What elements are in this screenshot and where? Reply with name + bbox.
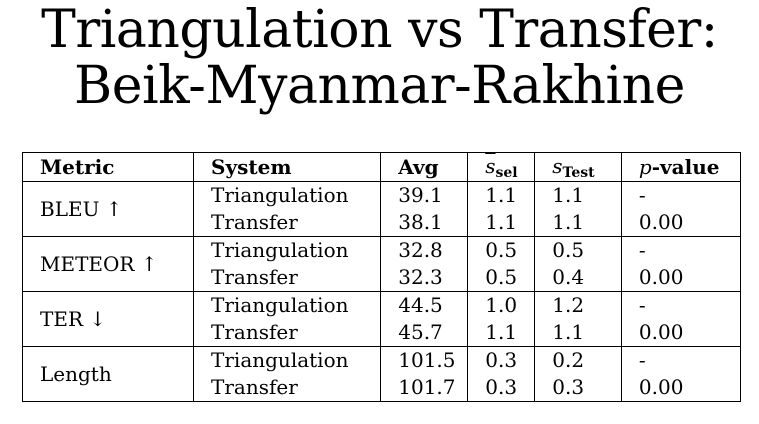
p-value-cell: - bbox=[620, 181, 742, 209]
title-line-2: Beik-Myanmar-Rakhine bbox=[74, 56, 685, 116]
avg-cell: 39.1 bbox=[380, 181, 469, 209]
metric-cell: Length bbox=[21, 346, 195, 402]
p-value-cell: 0.00 bbox=[620, 319, 742, 347]
system-cell: Triangulation bbox=[193, 181, 382, 209]
p-value-cell: - bbox=[620, 346, 742, 374]
s-test-cell: 0.3 bbox=[534, 374, 622, 402]
s-sel-cell: 1.1 bbox=[467, 181, 536, 209]
s-sel-cell: 1.1 bbox=[467, 319, 536, 347]
system-cell: Triangulation bbox=[193, 291, 382, 319]
avg-cell: 101.7 bbox=[380, 374, 469, 402]
s-sel-subscript: sel bbox=[495, 164, 518, 181]
system-cell: Transfer bbox=[193, 319, 382, 347]
metric-cell: BLEU ↑ bbox=[21, 181, 195, 237]
s-test-cell: 1.2 bbox=[534, 291, 622, 319]
s-test-cell: 0.5 bbox=[534, 236, 622, 264]
s-sel-symbol: s bbox=[485, 153, 496, 178]
system-cell: Transfer bbox=[193, 264, 382, 292]
results-table: Metric System Avg ssel sTest p-value BLE… bbox=[21, 152, 742, 402]
system-cell: Transfer bbox=[193, 209, 382, 237]
title-line-1: Triangulation vs Transfer: bbox=[41, 0, 718, 60]
p-value-cell: - bbox=[620, 291, 742, 319]
system-cell: Transfer bbox=[193, 374, 382, 402]
s-test-cell: 1.1 bbox=[534, 319, 622, 347]
table-row: Transfer 38.1 1.1 1.1 0.00 bbox=[23, 209, 742, 237]
s-sel-cell: 0.5 bbox=[467, 264, 536, 292]
s-test-cell: 1.1 bbox=[534, 181, 622, 209]
avg-cell: 32.8 bbox=[380, 236, 469, 264]
table-row: TER ↓ Triangulation 44.5 1.0 1.2- bbox=[21, 291, 742, 347]
avg-cell: 44.5 bbox=[380, 291, 469, 319]
p-suffix: -value bbox=[651, 155, 720, 179]
avg-cell: 101.5 bbox=[380, 346, 469, 374]
p-value-cell: 0.00 bbox=[620, 374, 742, 402]
s-test-cell: 0.4 bbox=[534, 264, 622, 292]
header-s-test: sTest bbox=[534, 152, 622, 182]
s-test-symbol: s bbox=[552, 153, 563, 178]
header-metric: Metric bbox=[21, 152, 195, 182]
s-test-subscript: Test bbox=[562, 164, 595, 181]
p-symbol: p bbox=[638, 155, 652, 179]
s-test-cell: 1.1 bbox=[534, 209, 622, 237]
header-p-value: p-value bbox=[620, 152, 742, 182]
avg-cell: 38.1 bbox=[380, 209, 469, 237]
table-row: Transfer 32.3 0.5 0.4 0.00 bbox=[23, 264, 742, 292]
page-title: Triangulation vs Transfer: Beik-Myanmar-… bbox=[0, 2, 759, 114]
s-sel-cell: 0.3 bbox=[467, 346, 536, 374]
table-body: BLEU ↑ Triangulation 39.1 1.1 1.1- Transfer 38… bbox=[21, 181, 742, 402]
system-cell: Triangulation bbox=[193, 346, 382, 374]
s-sel-cell: 0.3 bbox=[467, 374, 536, 402]
metric-cell: TER ↓ bbox=[21, 291, 195, 347]
table-row: METEOR ↑ Triangulation 32.8 0.5 0.5- bbox=[21, 236, 742, 292]
s-sel-cell: 0.5 bbox=[467, 236, 536, 264]
system-cell: Triangulation bbox=[193, 236, 382, 264]
header-avg: Avg bbox=[380, 152, 469, 182]
s-sel-cell: 1.0 bbox=[467, 291, 536, 319]
table-row: BLEU ↑ Triangulation 39.1 1.1 1.1- bbox=[21, 181, 742, 237]
avg-cell: 32.3 bbox=[380, 264, 469, 292]
p-value-cell: 0.00 bbox=[620, 209, 742, 237]
table-row: Length Triangulation 101.5 0.3 0.2- bbox=[21, 346, 742, 402]
s-sel-cell: 1.1 bbox=[467, 209, 536, 237]
p-value-cell: - bbox=[620, 236, 742, 264]
metric-cell: METEOR ↑ bbox=[21, 236, 195, 292]
table-row: Transfer 101.7 0.3 0.3 0.00 bbox=[23, 374, 742, 402]
p-value-cell: 0.00 bbox=[620, 264, 742, 292]
header-system: System bbox=[193, 152, 382, 182]
table-row: Transfer 45.7 1.1 1.1 0.00 bbox=[23, 319, 742, 347]
avg-cell: 45.7 bbox=[380, 319, 469, 347]
header-s-sel: ssel bbox=[467, 152, 536, 182]
header-row: Metric System Avg ssel sTest p-value bbox=[21, 152, 742, 182]
s-test-cell: 0.2 bbox=[534, 346, 622, 374]
